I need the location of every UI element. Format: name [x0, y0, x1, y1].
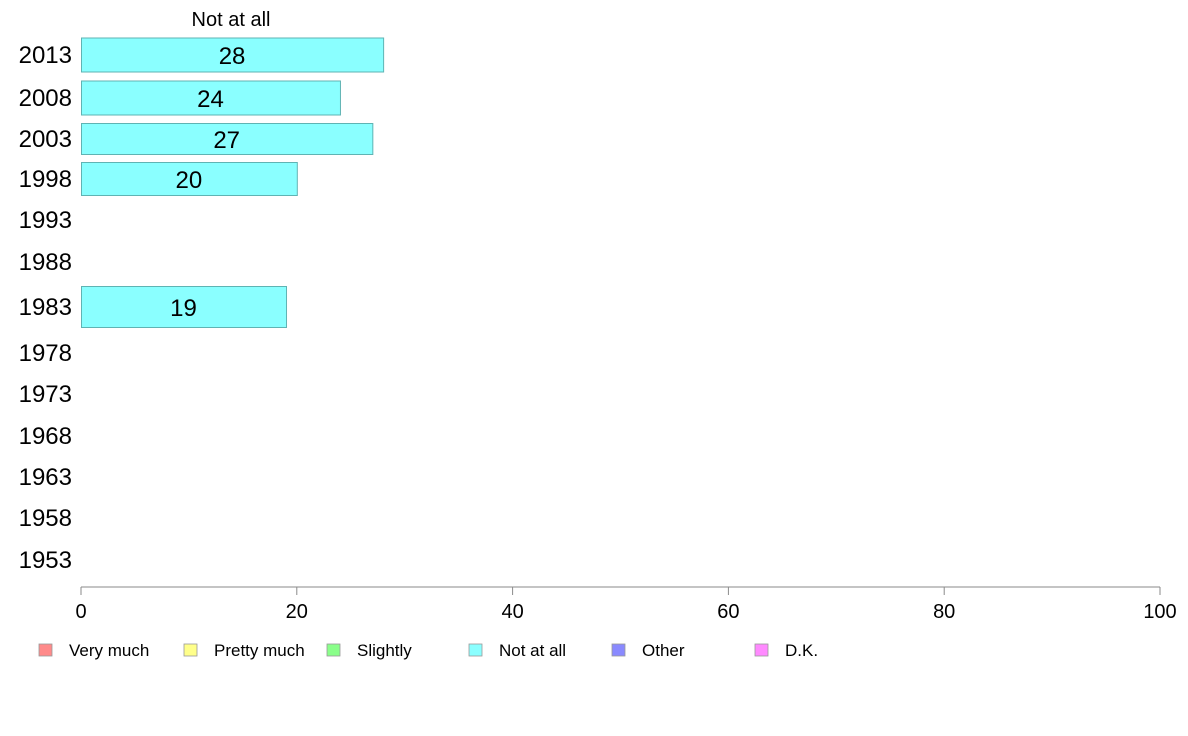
bar-2008 — [81, 80, 341, 116]
y-label-1953: 1953 — [19, 547, 72, 574]
bar-2013 — [81, 37, 385, 73]
y-label-2003: 2003 — [19, 126, 72, 153]
legend-swatch-d-k — [754, 643, 769, 657]
legend-swatch-very-much — [38, 643, 53, 657]
y-label-2008: 2008 — [19, 85, 72, 112]
legend-label-very-much: Very much — [69, 641, 149, 660]
data-label-2003: 27 — [213, 127, 240, 154]
y-label-1973: 1973 — [19, 381, 72, 408]
x-tick-label-0: 0 — [75, 601, 86, 623]
y-label-1963: 1963 — [19, 464, 72, 491]
chart-title: Not at all — [192, 9, 271, 31]
x-tick-label-80: 80 — [933, 601, 955, 623]
legend-swatch-slightly — [326, 643, 341, 657]
y-label-1978: 1978 — [19, 340, 72, 367]
y-label-1968: 1968 — [19, 423, 72, 450]
bar-1998 — [81, 162, 298, 196]
y-label-1998: 1998 — [19, 166, 72, 193]
x-tick-label-60: 60 — [717, 601, 739, 623]
legend-swatch-pretty-much — [183, 643, 198, 657]
bar-1983 — [81, 286, 288, 328]
y-label-2013: 2013 — [19, 42, 72, 69]
legend-label-pretty-much: Pretty much — [214, 641, 305, 660]
legend: Very much Pretty much Slightly Not at all Ot… — [38, 641, 818, 660]
legend-label-slightly: Slightly — [357, 641, 412, 660]
legend-swatch-other — [611, 643, 626, 657]
legend-label-not-at-all: Not at all — [499, 641, 566, 660]
x-tick-label-40: 40 — [501, 601, 523, 623]
data-label-1998: 20 — [176, 167, 203, 194]
data-label-1983: 19 — [170, 295, 197, 322]
x-tick-label-20: 20 — [286, 601, 308, 623]
y-label-1988: 1988 — [19, 249, 72, 276]
y-label-1993: 1993 — [19, 207, 72, 234]
data-label-2008: 24 — [197, 86, 224, 113]
legend-label-d-k: D.K. — [785, 641, 818, 660]
y-label-1958: 1958 — [19, 505, 72, 532]
bars-group: 28 24 27 20 19 — [81, 37, 385, 328]
bar-2003 — [81, 123, 374, 155]
x-axis: 0 20 40 60 80 100 — [75, 586, 1177, 623]
y-label-1983: 1983 — [19, 294, 72, 321]
data-label-2013: 28 — [219, 43, 246, 70]
legend-swatch-not-at-all — [468, 643, 483, 657]
legend-label-other: Other — [642, 641, 685, 660]
x-tick-label-100: 100 — [1143, 601, 1176, 623]
y-axis-labels: 2013 2008 2003 1998 1993 1988 1983 1978 1973 1968… — [19, 42, 72, 574]
